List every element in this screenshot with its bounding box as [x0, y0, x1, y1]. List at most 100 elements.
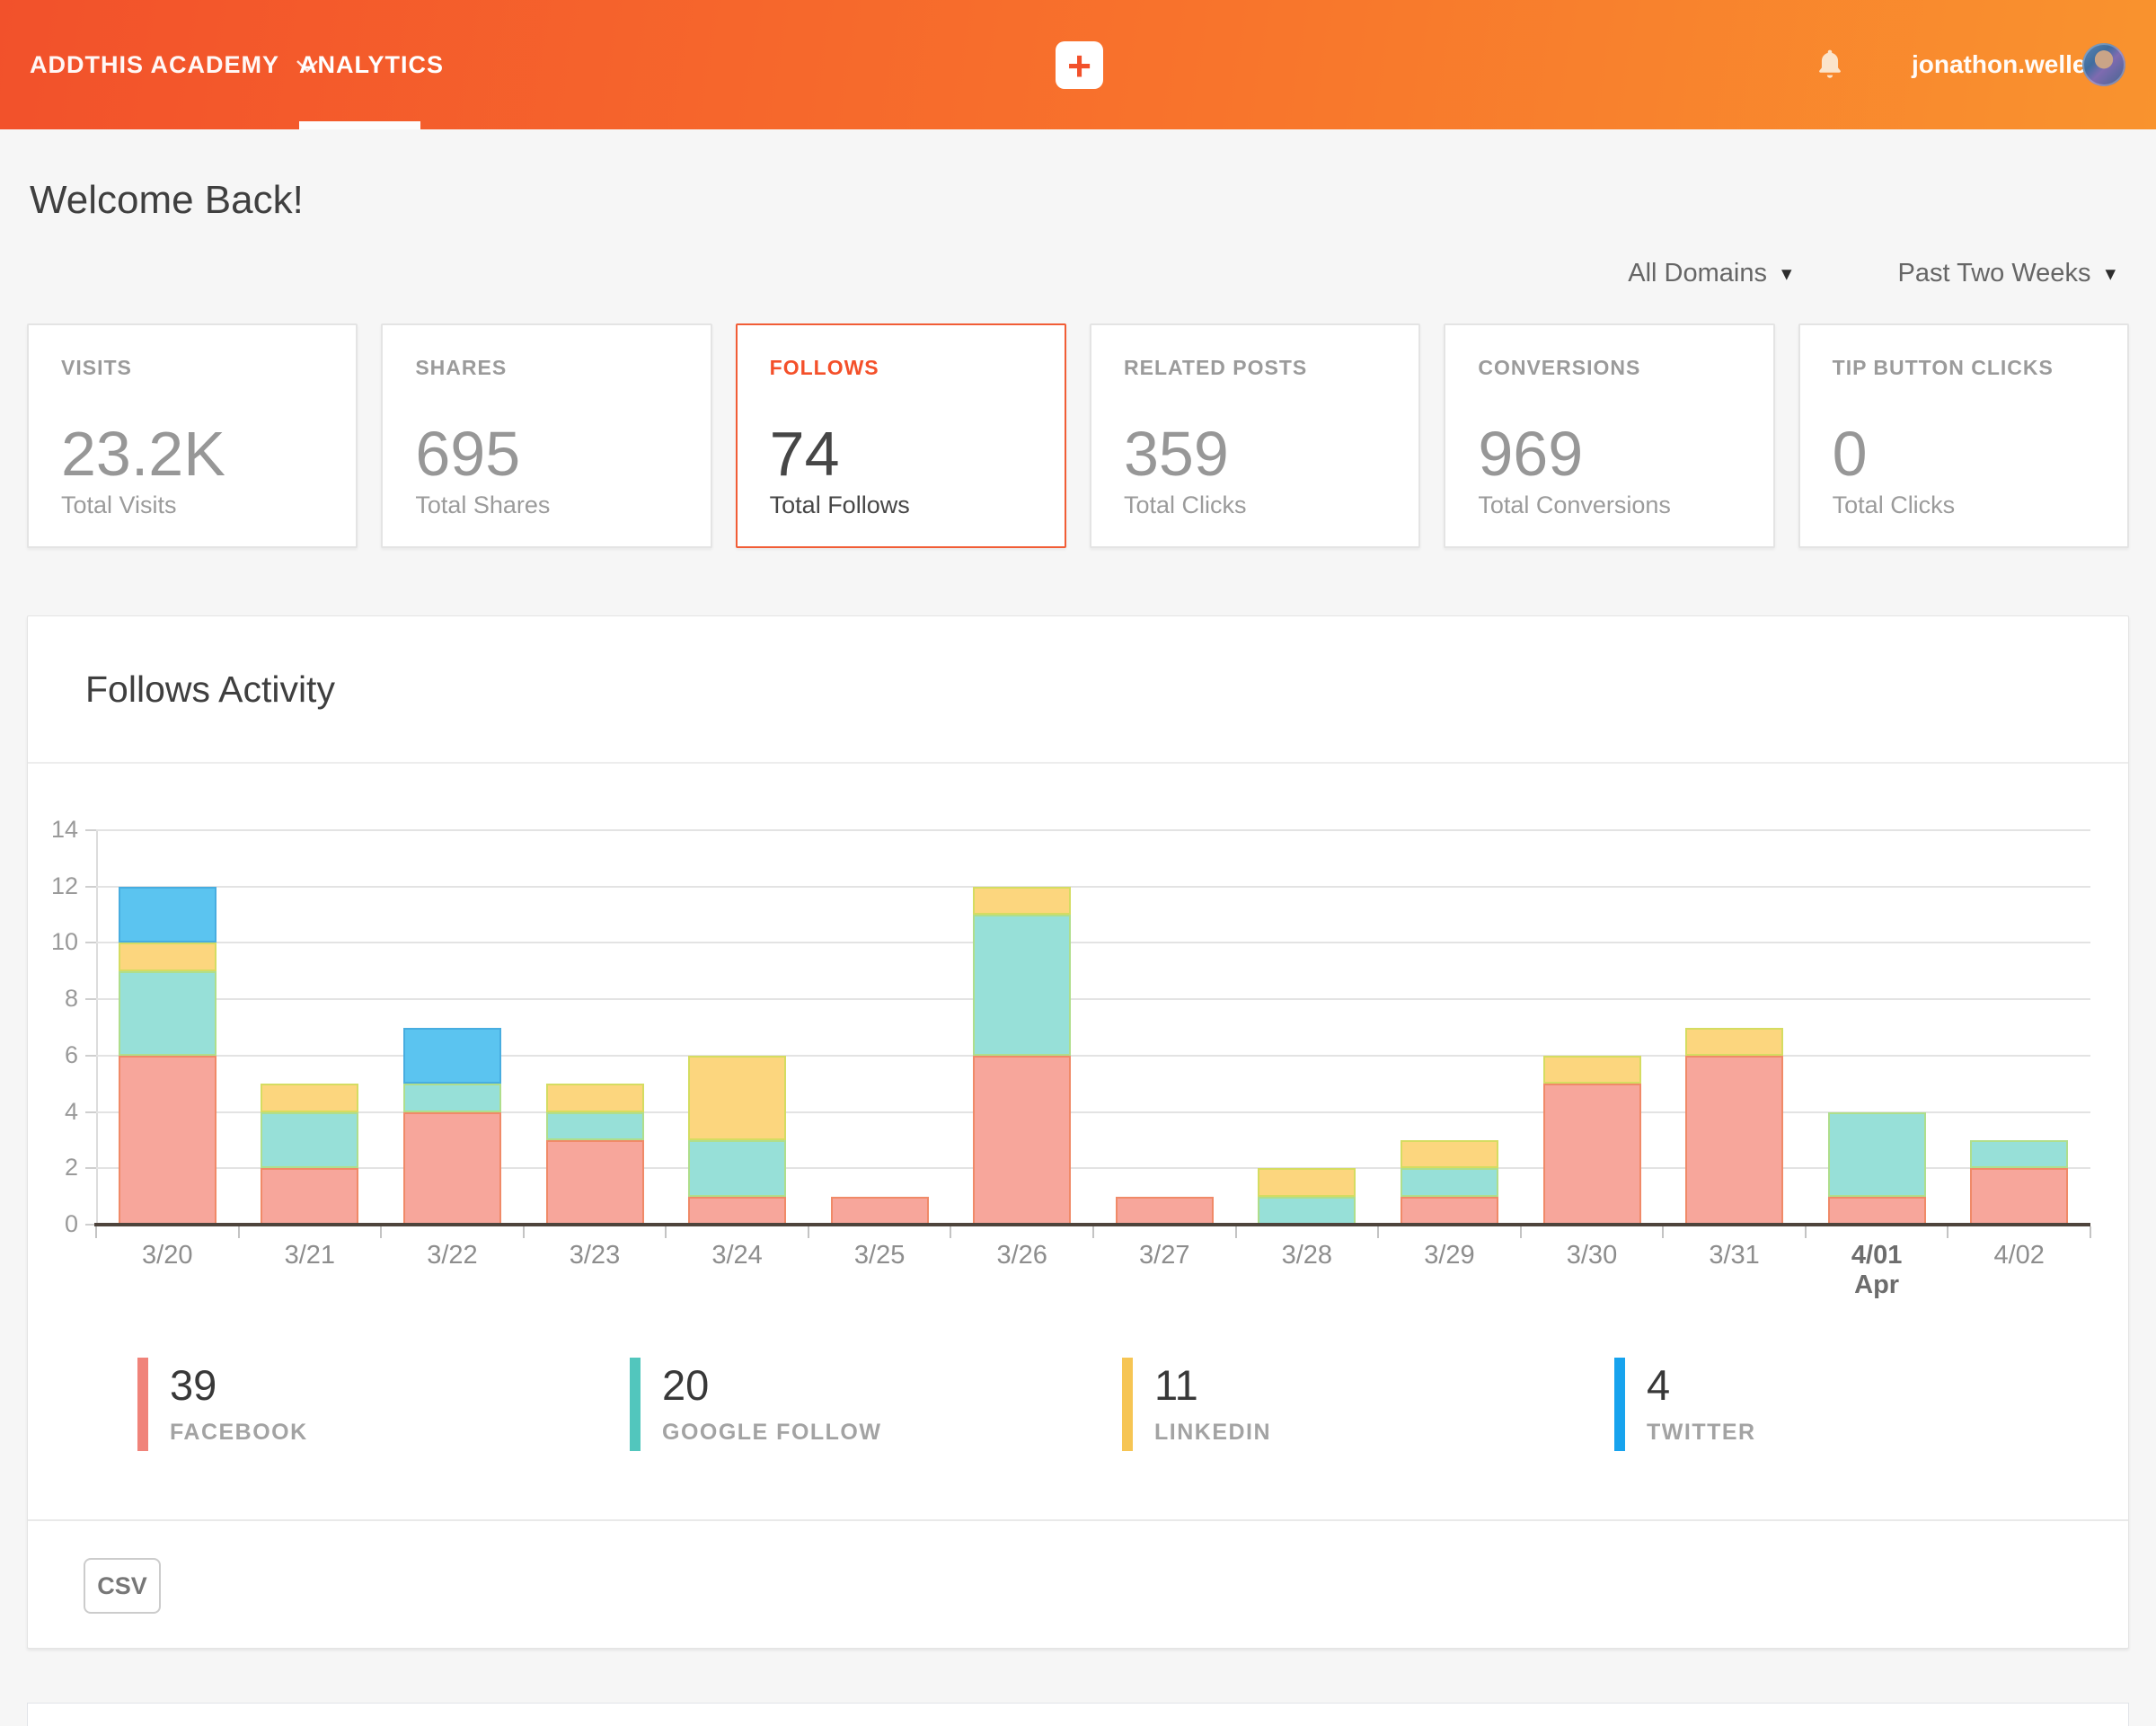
bar-segment-google-follow[interactable]: [1970, 1139, 2069, 1169]
legend-entry-facebook: 39 FACEBOOK: [137, 1358, 630, 1451]
y-axis-line: [96, 830, 98, 1225]
bar-segment-google-follow[interactable]: [1400, 1168, 1498, 1197]
bar-group-4/01: [1827, 1111, 1926, 1225]
stat-value: 74: [769, 419, 840, 489]
x-tick-9: [1377, 1226, 1380, 1238]
bar-segment-facebook[interactable]: [1970, 1168, 2069, 1225]
bar-group-3/26: [973, 886, 1072, 1225]
stat-caption: Total Visits: [61, 491, 177, 518]
bar-segment-facebook[interactable]: [545, 1139, 644, 1225]
stat-card-shares[interactable]: SHARES 695 Total Shares: [381, 323, 712, 548]
stat-label: CONVERSIONS: [1478, 356, 1641, 379]
gridline-y-8: [96, 998, 2090, 1001]
tab-analytics-label: ANALYTICS: [299, 50, 445, 78]
y-tick-10: [85, 942, 96, 944]
bar-segment-facebook[interactable]: [1400, 1196, 1498, 1225]
x-tick-3: [522, 1226, 525, 1238]
caret-down-icon: ▾: [2105, 261, 2116, 285]
bar-segment-linkedin[interactable]: [1685, 1027, 1784, 1056]
x-tick-10: [1519, 1226, 1522, 1238]
stat-label: FOLLOWS: [769, 356, 879, 379]
bar-segment-facebook[interactable]: [973, 1055, 1072, 1225]
caret-down-icon: ▾: [1780, 261, 1792, 285]
username-label: jonathon.weller: [1912, 50, 2097, 78]
bar-segment-linkedin[interactable]: [1542, 1055, 1641, 1084]
active-tab-underline: [299, 121, 420, 129]
legend-value-google-follow: 20: [662, 1360, 710, 1409]
bar-group-3/29: [1400, 1139, 1498, 1225]
y-axis-label-12: 12: [50, 872, 78, 899]
x-tick-13: [1947, 1226, 1949, 1238]
plus-icon: +: [1067, 41, 1091, 89]
domain-filter-dropdown[interactable]: All Domains ▾: [1628, 259, 1791, 288]
bar-segment-facebook[interactable]: [1542, 1084, 1641, 1225]
bar-segment-google-follow[interactable]: [688, 1139, 787, 1197]
bar-segment-linkedin[interactable]: [688, 1055, 787, 1140]
chart-legend: 39 FACEBOOK 20 GOOGLE FOLLOW 11 LINKEDIN 4 TWIT…: [137, 1358, 2107, 1451]
stat-card-conversions[interactable]: CONVERSIONS 969 Total Conversions: [1444, 323, 1775, 548]
stat-card-tip-button-clicks[interactable]: TIP BUTTON CLICKS 0 Total Clicks: [1798, 323, 2129, 548]
bar-segment-facebook[interactable]: [688, 1196, 787, 1225]
bar-segment-google-follow[interactable]: [261, 1111, 359, 1169]
stat-card-follows[interactable]: FOLLOWS 74 Total Follows: [735, 323, 1066, 548]
tab-analytics[interactable]: ANALYTICS: [299, 0, 444, 129]
bar-segment-twitter[interactable]: [118, 886, 216, 943]
date-range-dropdown[interactable]: Past Two Weeks ▾: [1898, 259, 2116, 288]
x-axis-label-3/27: 3/27: [1139, 1241, 1190, 1270]
bar-segment-facebook[interactable]: [402, 1111, 501, 1225]
bar-segment-linkedin[interactable]: [1400, 1139, 1498, 1169]
bar-segment-facebook[interactable]: [830, 1196, 929, 1225]
bar-segment-google-follow[interactable]: [1258, 1196, 1356, 1225]
y-axis-label-0: 0: [64, 1210, 78, 1237]
x-tick-2: [380, 1226, 383, 1238]
stat-card-related-posts[interactable]: RELATED POSTS 359 Total Clicks: [1090, 323, 1421, 548]
user-avatar[interactable]: [2082, 43, 2125, 86]
bar-segment-google-follow[interactable]: [545, 1111, 644, 1140]
x-axis-label-3/24: 3/24: [711, 1241, 763, 1270]
stat-value: 0: [1832, 419, 1868, 489]
stat-label: TIP BUTTON CLICKS: [1832, 356, 2054, 379]
bar-segment-facebook[interactable]: [1115, 1196, 1214, 1225]
bar-segment-google-follow[interactable]: [118, 970, 216, 1056]
bar-segment-linkedin[interactable]: [1258, 1168, 1356, 1197]
x-axis-label-3/21: 3/21: [284, 1241, 336, 1270]
bar-segment-linkedin[interactable]: [973, 886, 1072, 916]
legend-label-linkedin: LINKEDIN: [1154, 1420, 1272, 1446]
top-navigation-bar: ADDTHIS ACADEMY ANALYTICS + jonathon.wel…: [0, 0, 2156, 129]
legend-value-facebook: 39: [170, 1360, 217, 1409]
x-tick-7: [1092, 1226, 1094, 1238]
x-axis-label-3/26: 3/26: [996, 1241, 1047, 1270]
y-axis-label-8: 8: [64, 985, 78, 1013]
bar-segment-twitter[interactable]: [402, 1027, 501, 1084]
y-tick-2: [85, 1167, 96, 1170]
bar-group-3/25: [830, 1196, 929, 1225]
x-axis-label-4/01: 4/01 Apr: [1851, 1241, 1903, 1300]
bar-segment-facebook[interactable]: [261, 1168, 359, 1225]
x-tick-6: [950, 1226, 952, 1238]
stat-value: 969: [1478, 419, 1584, 489]
bar-group-3/24: [688, 1055, 787, 1225]
date-range-label: Past Two Weeks: [1897, 259, 2091, 288]
stat-card-visits[interactable]: VISITS 23.2K Total Visits: [27, 323, 358, 548]
bell-icon[interactable]: [1815, 47, 1845, 83]
stat-caption: Total Shares: [415, 491, 551, 518]
csv-export-button[interactable]: CSV: [84, 1558, 161, 1614]
bar-segment-facebook[interactable]: [118, 1055, 216, 1225]
x-tick-5: [807, 1226, 809, 1238]
y-tick-8: [85, 998, 96, 1001]
gridline-y-12: [96, 885, 2090, 888]
bar-segment-linkedin[interactable]: [118, 943, 216, 971]
username[interactable]: jonathon.weller: [1912, 0, 2096, 129]
y-axis-label-6: 6: [64, 1040, 78, 1068]
add-button[interactable]: +: [1056, 41, 1103, 89]
chevron-down-icon: [296, 51, 319, 79]
bar-segment-facebook[interactable]: [1827, 1196, 1926, 1225]
x-axis-line: [94, 1223, 2090, 1226]
bar-segment-google-follow[interactable]: [1827, 1111, 1926, 1197]
bar-segment-linkedin[interactable]: [261, 1084, 359, 1112]
bar-segment-google-follow[interactable]: [402, 1084, 501, 1112]
brand-menu[interactable]: ADDTHIS ACADEMY: [30, 0, 319, 129]
bar-segment-google-follow[interactable]: [973, 915, 1072, 1056]
bar-segment-linkedin[interactable]: [545, 1084, 644, 1112]
bar-segment-facebook[interactable]: [1685, 1055, 1784, 1225]
